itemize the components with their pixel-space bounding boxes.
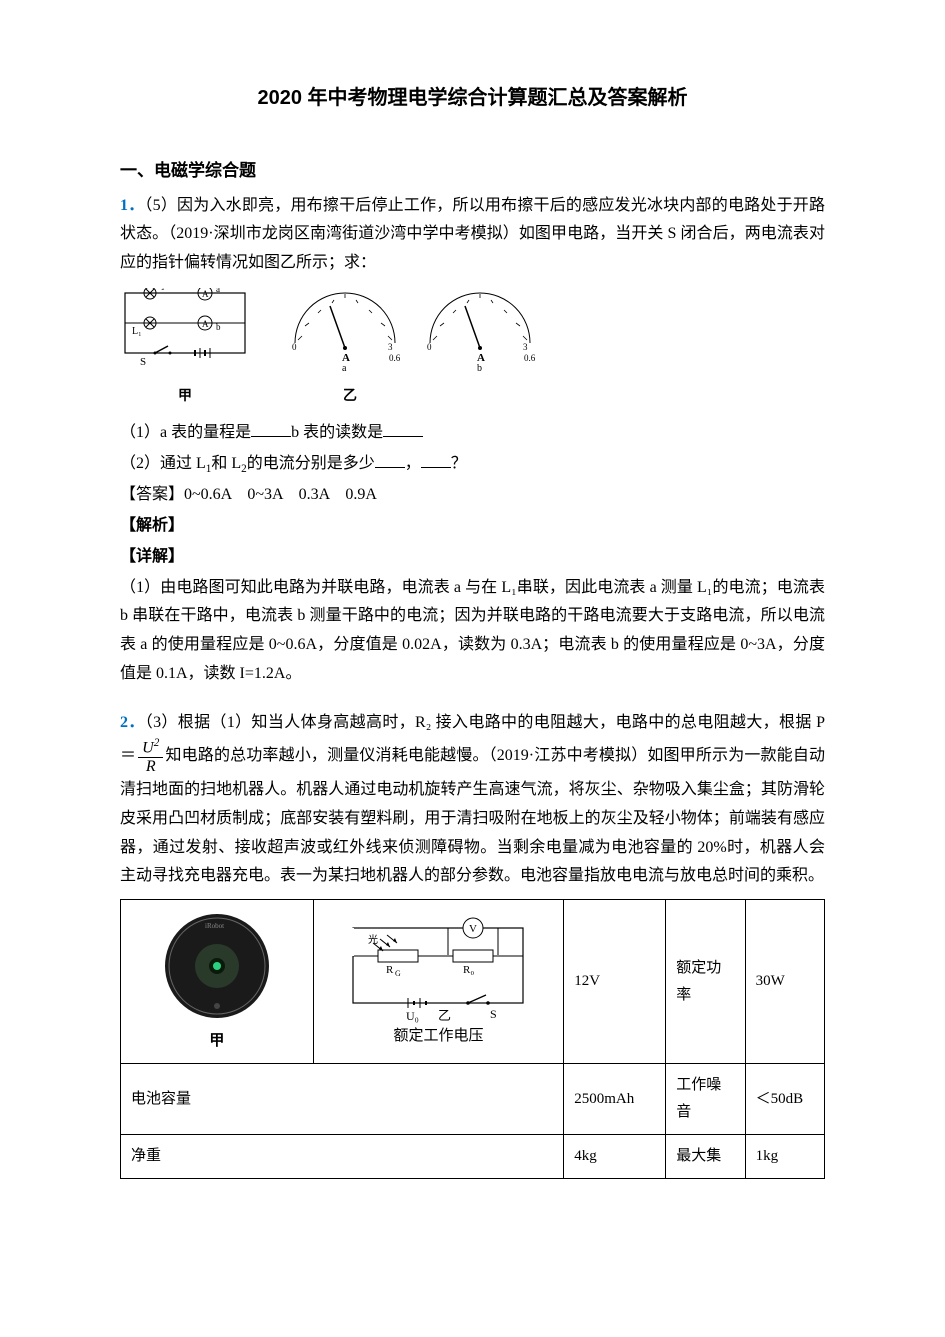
q1-answer: 【答案】0~0.6A 0~3A 0.3A 0.9A — [120, 481, 825, 510]
svg-text:L₂: L₂ — [155, 288, 165, 291]
cell-r2c4: 工作噪音 — [666, 1064, 745, 1135]
blank — [375, 452, 405, 468]
q1-sub2-c: 的电流分别是多少 — [247, 455, 375, 472]
svg-text:R: R — [386, 964, 394, 976]
cell-r3c3: 4kg — [564, 1135, 666, 1179]
cell-r1c5: 30W — [745, 900, 824, 1064]
cell-r3c5: 1kg — [745, 1135, 824, 1179]
cell-r1c3: 12V — [564, 900, 666, 1064]
svg-text:V: V — [469, 923, 477, 935]
svg-text:0.6: 0.6 — [389, 353, 401, 363]
svg-text:0: 0 — [427, 342, 432, 352]
formula-fraction: U2R — [138, 737, 163, 776]
question-2: 2．（3）根据（1）知当人体身高越高时，R₂ 接入电路中的电阻越大，电路中的总电… — [120, 709, 825, 892]
cell-r1c4: 额定功率 — [666, 900, 745, 1064]
svg-text:A: A — [202, 319, 209, 329]
svg-text:G: G — [395, 969, 401, 978]
svg-text:a: a — [216, 288, 220, 294]
q1-sub1-a: （1）a 表的量程是 — [120, 424, 251, 441]
svg-text:0: 0 — [292, 342, 297, 352]
robot-label: 甲 — [131, 1028, 303, 1055]
q1-sub2: （2）通过 L1和 L2的电流分别是多少，？ — [120, 450, 825, 479]
q2-number: 2． — [120, 714, 145, 731]
voltage-label: 额定工作电压 — [324, 1023, 554, 1050]
figure-q1: L₂ A a L₁ A b S 甲 — [120, 288, 825, 409]
q1-sub1: （1）a 表的量程是 b 表的读数是 — [120, 419, 825, 448]
cell-r2c1: 电池容量 — [121, 1064, 564, 1135]
q2-text-b: 知电路的总功率越小，测量仪消耗电能越慢。（2019·江苏中考模拟）如图甲所示为一… — [120, 747, 825, 884]
parameter-table: iRobot 甲 V R₀ — [120, 899, 825, 1179]
cell-r3c4: 最大集 — [666, 1135, 745, 1179]
svg-text:S: S — [140, 356, 146, 368]
svg-text:3: 3 — [388, 342, 393, 352]
circuit-label: 乙 — [438, 1008, 451, 1023]
blank — [383, 421, 423, 437]
circuit2-icon: V R₀ 光 RG — [338, 913, 538, 1023]
table-row: iRobot 甲 V R₀ — [121, 900, 825, 1064]
q1-sub2-q: ？ — [451, 455, 467, 472]
q1-sub2-a: （2）通过 L — [120, 455, 206, 472]
circuit-svg: L₂ A a L₁ A b S — [120, 288, 250, 373]
fig-label-right: 乙 — [160, 384, 540, 409]
svg-text:a: a — [342, 363, 347, 373]
cell-r2c5: ＜50dB — [745, 1064, 824, 1135]
blank — [251, 421, 291, 437]
svg-text:U₀: U₀ — [406, 1009, 419, 1023]
cell-r2c3: 2500mAh — [564, 1064, 666, 1135]
svg-text:光: 光 — [368, 933, 378, 946]
answer-label: 【答案】 — [120, 486, 184, 503]
section-header: 一、电磁学综合题 — [120, 156, 825, 187]
meter-diagrams: 0 3 0.6 A a 0 3 0.6 — [280, 288, 540, 409]
q1-detail-text: （1）由电路图可知此电路为并联电路，电流表 a 与在 L₁串联，因此电流表 a … — [120, 574, 825, 689]
svg-text:iRobot: iRobot — [205, 922, 224, 930]
table-row: 净重 4kg 最大集 1kg — [121, 1135, 825, 1179]
svg-text:3: 3 — [523, 342, 528, 352]
q1-sub1-b: b 表的读数是 — [291, 424, 383, 441]
svg-text:L₁: L₁ — [132, 326, 142, 337]
svg-text:b: b — [216, 322, 221, 332]
svg-text:A: A — [202, 289, 209, 299]
blank — [421, 452, 451, 468]
detail-label: 【详解】 — [120, 543, 825, 572]
analysis-label: 【解析】 — [120, 512, 825, 541]
robot-icon: iRobot — [157, 908, 277, 1028]
cell-r3c1: 净重 — [121, 1135, 564, 1179]
svg-text:b: b — [477, 363, 482, 373]
q1-text-a: （5）因为入水即亮，用布擦干后停止工作，所以用布擦干后的感应发光冰块内部的电路处… — [120, 197, 825, 272]
meters-svg: 0 3 0.6 A a 0 3 0.6 — [280, 288, 540, 373]
cell-robot-image: iRobot 甲 — [121, 900, 314, 1064]
svg-text:0.6: 0.6 — [524, 353, 536, 363]
question-1: 1．（5）因为入水即亮，用布擦干后停止工作，所以用布擦干后的感应发光冰块内部的电… — [120, 192, 825, 278]
svg-text:S: S — [490, 1007, 497, 1021]
answer-text: 0~0.6A 0~3A 0.3A 0.9A — [184, 486, 377, 503]
table-row: 电池容量 2500mAh 工作噪音 ＜50dB — [121, 1064, 825, 1135]
cell-circuit: V R₀ 光 RG — [313, 900, 564, 1064]
q1-sub2-b: 和 L — [211, 455, 241, 472]
page-title: 2020 年中考物理电学综合计算题汇总及答案解析 — [120, 80, 825, 116]
q1-number: 1． — [120, 197, 144, 214]
svg-text:R₀: R₀ — [463, 964, 474, 976]
